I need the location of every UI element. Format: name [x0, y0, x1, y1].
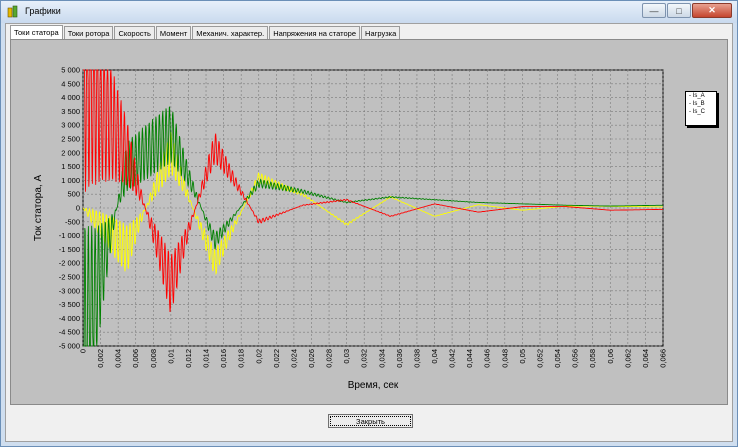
y-tick-label: 3 500 [61, 107, 80, 116]
y-axis-ticks: 5 000 4 500 4 000 3 500 3 000 2 500 2 000 1 500… [59, 66, 80, 351]
tab-rotor-currents[interactable]: Токи ротора [63, 26, 114, 40]
x-tick-label: 0,016 [219, 349, 228, 368]
title-bar[interactable]: Графики — □ ✕ [1, 1, 737, 23]
y-tick-label: 4 000 [61, 93, 80, 102]
tab-stator-voltages[interactable]: Напряжения на статоре [269, 26, 361, 40]
x-tick-label: 0,026 [307, 349, 316, 368]
x-tick-label: 0,048 [500, 349, 509, 368]
legend-label-is-a: Is_A [692, 93, 705, 99]
x-tick-label: 0,014 [202, 349, 211, 368]
x-axis-ticks: 0 0,002 0,004 0,006 0,008 0,01 0,012 0,014 0,016… [79, 349, 668, 368]
tab-speed[interactable]: Скорость [114, 26, 155, 40]
y-tick-label: 4 500 [61, 79, 80, 88]
chart-legend: - Is_A - Is_B - Is_C [685, 91, 717, 126]
x-tick-label: 0,062 [623, 349, 632, 368]
series-line-is-c [83, 106, 663, 347]
stator-current-chart: 5 000 4 500 4 000 3 500 3 000 2 500 2 000 1 500… [33, 66, 668, 392]
x-tick-label: 0,03 [342, 349, 351, 364]
client-area: Токи статора Токи ротора Скорость Момент… [5, 23, 733, 442]
y-axis-label: Ток статора, А [33, 175, 44, 242]
y-tick-label: -2 500 [59, 273, 80, 282]
maximize-button[interactable]: □ [667, 3, 691, 18]
tab-stator-currents[interactable]: Токи статора [10, 25, 63, 41]
x-tick-label: 0,034 [377, 349, 386, 368]
tab-torque[interactable]: Момент [155, 26, 192, 40]
x-tick-label: 0,058 [588, 349, 597, 368]
grid-lines [82, 69, 664, 347]
x-tick-label: 0,066 [659, 349, 668, 368]
x-tick-label: 0,036 [395, 349, 404, 368]
minimize-button[interactable]: — [642, 3, 666, 18]
x-tick-label: 0,052 [535, 349, 544, 368]
app-icon [7, 5, 18, 18]
x-tick-label: 0,002 [96, 349, 105, 368]
x-tick-label: 0,028 [325, 349, 334, 368]
y-tick-label: 0 [76, 204, 80, 213]
x-tick-label: 0,006 [131, 349, 140, 368]
y-tick-label: -1 500 [59, 245, 80, 254]
y-tick-label: -3 500 [59, 300, 80, 309]
series-layer [82, 69, 663, 347]
y-tick-label: 3 000 [61, 121, 80, 130]
chart-panel: 5 000 4 500 4 000 3 500 3 000 2 500 2 000 1 500… [10, 39, 728, 405]
x-tick-label: 0,02 [254, 349, 263, 364]
series-line-is-b [82, 132, 663, 276]
x-tick-label: 0,054 [553, 349, 562, 368]
y-tick-label: -4 000 [59, 314, 80, 323]
y-tick-label: -3 000 [59, 286, 80, 295]
y-tick-label: 500 [67, 190, 80, 199]
x-tick-label: 0,046 [483, 349, 492, 368]
x-tick-label: 0,01 [166, 349, 175, 364]
x-tick-label: 0,032 [360, 349, 369, 368]
x-tick-label: 0,018 [237, 349, 246, 368]
y-tick-label: 2 500 [61, 135, 80, 144]
y-tick-label: -500 [65, 217, 80, 226]
x-tick-label: 0,024 [289, 349, 298, 368]
tab-load[interactable]: Нагрузка [361, 26, 401, 40]
x-tick-label: 0,008 [149, 349, 158, 368]
window-title: Графики [25, 6, 61, 16]
tab-mechanical-characteristic[interactable]: Механич. характер. [192, 26, 269, 40]
legend-item-is-c: - Is_C [689, 109, 706, 115]
y-tick-label: -5 000 [59, 342, 80, 351]
x-axis-label: Время, сек [348, 380, 399, 391]
y-tick-label: 5 000 [61, 66, 80, 75]
x-tick-label: 0,004 [114, 349, 123, 368]
x-tick-label: 0,04 [430, 349, 439, 364]
x-tick-label: 0,044 [465, 349, 474, 368]
series-line-is-a [83, 69, 663, 313]
y-tick-label: 1 000 [61, 176, 80, 185]
y-tick-label: -2 000 [59, 259, 80, 268]
legend-label-is-c: Is_C [692, 109, 706, 115]
tab-strip: Токи статора Токи ротора Скорость Момент… [10, 25, 401, 41]
x-tick-label: 0,064 [641, 349, 650, 368]
close-button[interactable]: Закрыть [328, 414, 413, 428]
x-tick-label: 0 [79, 349, 88, 353]
close-window-button[interactable]: ✕ [692, 3, 732, 18]
y-tick-label: 2 000 [61, 148, 80, 157]
button-bar: Закрыть [10, 408, 728, 438]
legend-item-is-b: - Is_B [689, 101, 705, 107]
x-tick-label: 0,056 [571, 349, 580, 368]
y-tick-label: 1 500 [61, 162, 80, 171]
x-tick-label: 0,022 [272, 349, 281, 368]
legend-label-is-b: Is_B [692, 101, 705, 107]
x-tick-label: 0,042 [448, 349, 457, 368]
y-tick-label: -1 000 [59, 231, 80, 240]
x-tick-label: 0,038 [412, 349, 421, 368]
x-tick-label: 0,05 [518, 349, 527, 364]
legend-item-is-a: - Is_A [689, 93, 705, 99]
x-tick-label: 0,06 [606, 349, 615, 364]
y-tick-label: -4 500 [59, 328, 80, 337]
x-tick-label: 0,012 [184, 349, 193, 368]
